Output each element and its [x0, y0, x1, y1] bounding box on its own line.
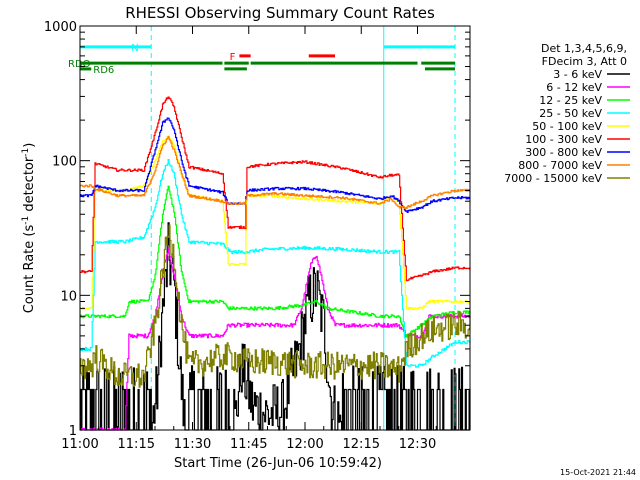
timestamp: 15-Oct-2021 21:44: [560, 468, 636, 477]
x-tick-label-0: 11:00: [61, 437, 98, 452]
chart-title: RHESSI Observing Summary Count Rates: [125, 4, 435, 22]
x-tick-label-4: 12:00: [286, 437, 323, 452]
legend-label-4: 50 - 100 keV: [532, 120, 602, 133]
legend-label-2: 12 - 25 keV: [539, 94, 602, 107]
y-tick-label-3: 1000: [44, 20, 77, 35]
legend-label-6: 300 - 800 keV: [525, 146, 602, 159]
series-line-8: [80, 224, 471, 388]
x-axis: 11:00 11:15 11:30 11:45 12:00 12:15 12:30: [61, 26, 456, 452]
series-line-4: [80, 136, 471, 311]
legend-label-8: 7000 - 15000 keV: [504, 172, 602, 185]
legend-label-3: 25 - 50 keV: [539, 107, 602, 120]
flag-label-rd6: RD6: [93, 65, 114, 76]
y-axis-label: Count Rate (s-1 detector-1): [21, 143, 37, 314]
legend-label-5: 100 - 300 keV: [525, 133, 602, 146]
series-line-2: [80, 185, 471, 338]
x-tick-label-1: 11:15: [118, 437, 155, 452]
series-line-5: [80, 96, 471, 282]
y-tick-label-2: 100: [52, 155, 77, 170]
x-tick-label-6: 12:30: [399, 437, 436, 452]
series-line-6: [80, 117, 470, 213]
y-tick-label-0: 1: [69, 424, 77, 439]
x-tick-label-3: 11:45: [230, 437, 267, 452]
x-axis-label: Start Time (26-Jun-06 10:59:42): [174, 456, 382, 471]
flag-label-rdo: RDO: [68, 59, 91, 70]
y-axis-label-mid: detector: [22, 156, 37, 216]
x-tick-label-5: 12:15: [343, 437, 380, 452]
y-axis-label-sup1: -1: [21, 216, 31, 225]
y-axis-label-sup2: -1: [21, 148, 31, 157]
legend-label-0: 3 - 6 keV: [553, 68, 602, 81]
legend: Det 1,3,4,5,6,9, FDecim 3, Att 0 3 - 6 k…: [504, 42, 630, 185]
legend-header-line-2: FDecim 3, Att 0: [542, 55, 627, 68]
legend-label-1: 6 - 12 keV: [546, 81, 602, 94]
series-lines: [80, 96, 471, 431]
x-tick-label-2: 11:30: [174, 437, 211, 452]
flag-label-f: F: [230, 52, 236, 63]
series-line-7: [80, 135, 471, 210]
flag-label-n: N: [131, 43, 138, 54]
series-line-0: [80, 222, 471, 431]
y-tick-label-1: 10: [60, 289, 77, 304]
plot-frame: [79, 25, 471, 431]
y-axis-label-end: ): [22, 143, 37, 148]
y-axis-label-main: Count Rate (s: [22, 225, 37, 314]
y-axis: 1 10 100 1000: [44, 20, 470, 439]
legend-label-7: 800 - 7000 keV: [518, 159, 602, 172]
legend-header-line-1: Det 1,3,4,5,6,9,: [541, 42, 627, 55]
